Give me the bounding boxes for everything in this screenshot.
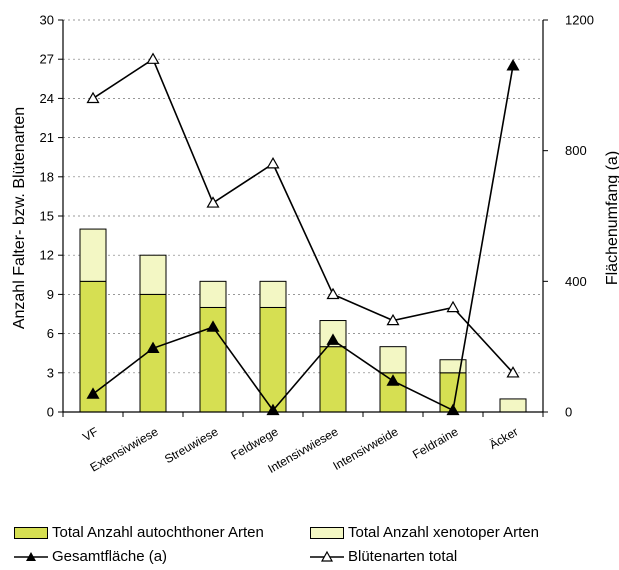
legend-label-xenotop: Total Anzahl xenotoper Arten [348,524,539,541]
point-bluetenarten [266,157,280,169]
legend-item-bluetenarten: Blütenarten total [310,548,457,565]
series-line-bluetenarten [92,58,514,374]
left-tick-label: 12 [40,248,54,263]
bar-xenotop [199,280,227,308]
left-tick-label: 21 [40,130,54,145]
point-gesamtflaeche [86,387,100,399]
point-gesamtflaeche [146,341,160,354]
legend-line-open-triangle-icon [310,550,344,562]
lines-group [86,52,520,416]
grid-lines [63,19,543,374]
bar-xenotop [259,280,287,308]
left-tick-label: 0 [47,405,54,420]
legend-label-bluetenarten: Blütenarten total [348,548,458,565]
point-bluetenarten [446,300,460,313]
right-axis-title: Flächenumfang (a) [604,151,619,285]
legend-item-gesamtflaeche: Gesamtfläche (a) [14,548,167,565]
bar-autochthon [319,346,347,413]
category-label: Feldwege [228,424,280,462]
legend-label-gesamtflaeche: Gesamtfläche (a) [52,548,168,565]
right-tick-label: 1200 [565,13,594,28]
left-axis-title: Anzahl Falter- bzw. Blütenarten [11,107,28,329]
legend-swatch-autochthon [14,526,48,539]
bar-autochthon [259,306,287,413]
right-tick-label: 800 [565,143,587,158]
legend: Total Anzahl autochthoner Arten Total An… [14,520,614,570]
right-tick-label: 0 [565,405,572,420]
legend-item-xenotop: Total Anzahl xenotoper Arten [310,524,539,541]
left-tick-label: 18 [40,169,54,184]
left-tick-label: 6 [47,326,54,341]
point-gesamtflaeche [326,333,340,345]
left-tick-label: 30 [40,13,54,28]
right-tick-label: 400 [565,274,587,289]
category-label: Streuwiese [162,424,221,466]
category-label: Extensivwiese [88,424,161,474]
left-tick-label: 9 [47,287,54,302]
bar-autochthon [139,293,167,413]
category-label: Intensivweide [331,424,401,473]
bars-group [79,228,527,413]
category-label: VF [80,424,100,444]
legend-label-autochthon: Total Anzahl autochthoner Arten [52,524,264,541]
bar-xenotop [379,346,407,374]
point-bluetenarten [326,287,340,300]
point-bluetenarten [386,313,400,326]
bar-xenotop [499,398,527,413]
left-tick-label: 15 [40,209,54,224]
point-bluetenarten [146,52,160,64]
legend-item-autochthon: Total Anzahl autochthoner Arten [14,524,264,541]
bar-xenotop [79,228,107,282]
category-label: Feldraine [410,424,461,461]
bar-xenotop [139,254,167,295]
legend-swatch-xenotop [310,526,344,539]
left-tick-label: 27 [40,52,54,67]
point-bluetenarten [86,91,100,104]
category-label: Äcker [487,424,521,451]
chart: 0 3 6 9 12 15 18 21 24 27 30 0 400 800 1200 VFExtensivw… [11,13,619,476]
left-tick-label: 3 [47,365,54,380]
point-gesamtflaeche [506,59,520,71]
series-line-gesamtflaeche [92,65,514,412]
point-bluetenarten [506,366,520,378]
legend-line-filled-triangle-icon [14,551,48,561]
point-gesamtflaeche [206,320,220,332]
point-gesamtflaeche [386,374,400,386]
left-tick-label: 24 [40,91,54,106]
point-bluetenarten [206,196,220,208]
